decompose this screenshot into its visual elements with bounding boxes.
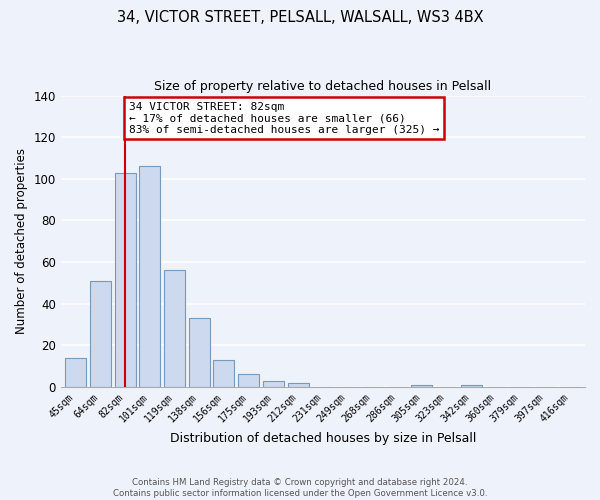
Bar [139, 166, 160, 387]
Text: 34 VICTOR STREET: 82sqm
← 17% of detached houses are smaller (66)
83% of semi-de: 34 VICTOR STREET: 82sqm ← 17% of detache… [129, 102, 439, 135]
Text: 34, VICTOR STREET, PELSALL, WALSALL, WS3 4BX: 34, VICTOR STREET, PELSALL, WALSALL, WS3… [116, 10, 484, 25]
Bar [115, 172, 136, 387]
Bar [411, 384, 433, 387]
Bar [263, 380, 284, 387]
Bar [214, 360, 235, 387]
Y-axis label: Number of detached properties: Number of detached properties [15, 148, 28, 334]
Bar [238, 374, 259, 387]
Bar [189, 318, 210, 387]
Text: Contains HM Land Registry data © Crown copyright and database right 2024.
Contai: Contains HM Land Registry data © Crown c… [113, 478, 487, 498]
Bar [287, 382, 308, 387]
Bar [90, 280, 111, 387]
Bar [65, 358, 86, 387]
Bar [461, 384, 482, 387]
Title: Size of property relative to detached houses in Pelsall: Size of property relative to detached ho… [154, 80, 491, 93]
Bar [164, 270, 185, 387]
X-axis label: Distribution of detached houses by size in Pelsall: Distribution of detached houses by size … [170, 432, 476, 445]
